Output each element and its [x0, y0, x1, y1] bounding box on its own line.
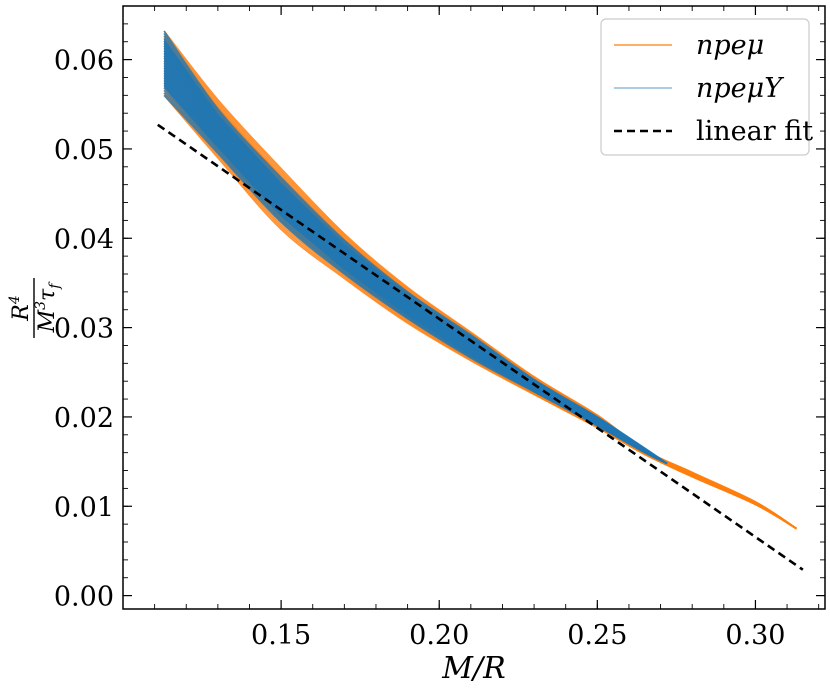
series-line	[163, 30, 668, 465]
series-line	[163, 40, 668, 465]
series-line	[163, 30, 797, 530]
y-tick-label: 0.00	[54, 582, 114, 613]
y-tick-label: 0.01	[54, 492, 114, 523]
series-line	[163, 55, 668, 465]
x-tick-label: 0.25	[567, 620, 627, 651]
x-tick-label: 0.30	[725, 620, 785, 651]
series-line	[163, 33, 668, 465]
series-line	[163, 57, 668, 465]
svg-text:R4: R4	[7, 295, 34, 322]
series-line	[163, 60, 668, 465]
axes-border	[122, 5, 826, 610]
axes-frame	[122, 5, 826, 610]
legend-label-npemuY: npeμY	[696, 73, 784, 104]
legend: npeμ npeμY linear fit	[600, 18, 813, 156]
y-label-denominator-tail: τ	[35, 288, 60, 301]
y-label-numerator-exp: 4	[7, 295, 23, 305]
series-line	[163, 50, 668, 465]
y-axis-label: R4 M3τf	[7, 278, 63, 338]
axis-ticks: 0.00 0.01 0.02 0.03 0.04 0.05 0.06 0.15 0.20 0.25…	[54, 6, 825, 651]
legend-box	[600, 18, 810, 156]
y-tick-label: 0.03	[54, 314, 114, 345]
series-band-fill	[164, 38, 667, 464]
y-tick-label: 0.02	[54, 403, 114, 434]
y-tick-label: 0.05	[54, 135, 114, 166]
series-line	[163, 37, 668, 465]
plot-area	[157, 30, 804, 571]
svg-text:M3τf: M3τf	[33, 281, 63, 334]
series-line	[163, 47, 668, 465]
x-axis-label: M/R	[441, 651, 505, 686]
x-tick-label: 0.15	[251, 620, 311, 651]
series-line	[163, 42, 668, 465]
y-label-denominator: M	[35, 309, 60, 333]
x-tick-label: 0.20	[409, 620, 469, 651]
series-line	[163, 52, 668, 465]
y-tick-label: 0.04	[54, 224, 114, 255]
series-line	[163, 45, 668, 465]
plot-series	[157, 30, 804, 571]
legend-label-npemu: npeμ	[696, 30, 764, 61]
linear-fit-line	[157, 123, 804, 571]
y-label-numerator: R	[9, 304, 34, 322]
series-band-1	[163, 30, 668, 465]
y-label-denominator-sub: f	[47, 281, 63, 290]
series-line	[163, 35, 668, 465]
y-label-denominator-exp: 3	[33, 301, 49, 310]
y-tick-label: 0.06	[54, 46, 114, 77]
legend-label-linear-fit: linear fit	[696, 116, 813, 147]
